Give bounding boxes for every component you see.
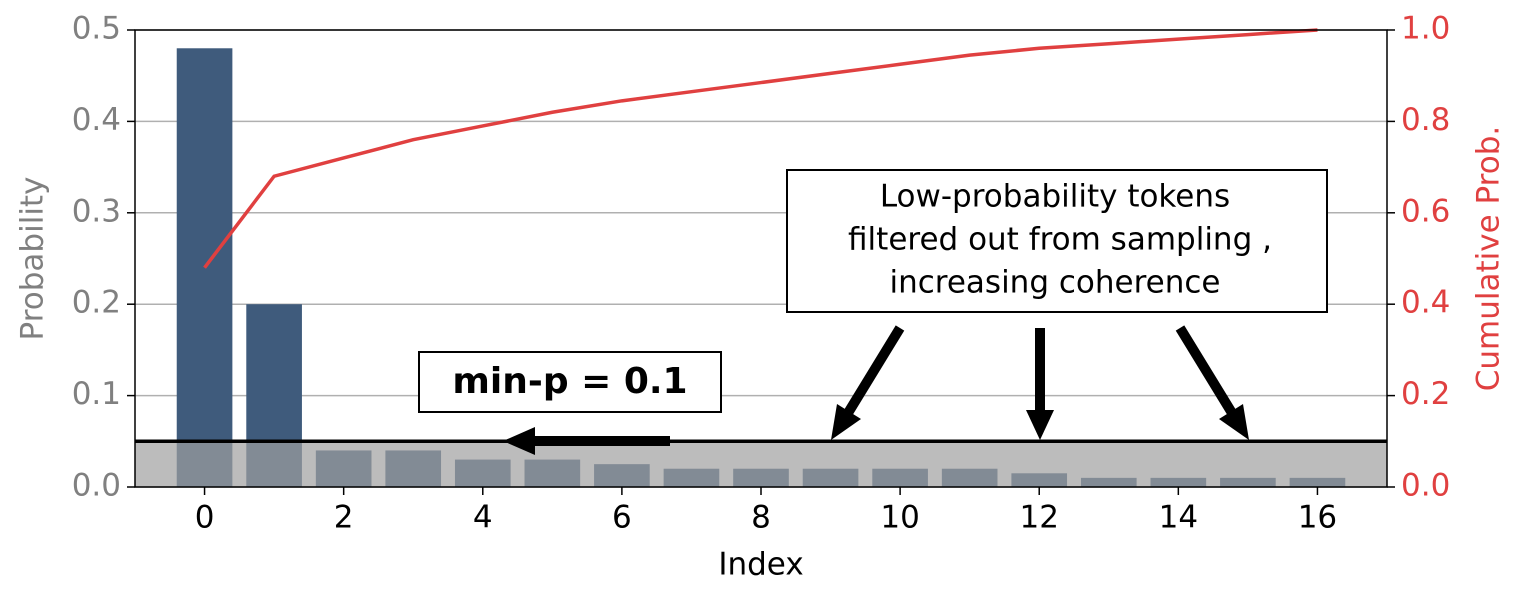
y2-tick-label: 0.0 bbox=[1401, 468, 1450, 504]
arrow bbox=[843, 325, 905, 416]
x-tick-label: 12 bbox=[1019, 500, 1058, 536]
plot-frame bbox=[134, 29, 1388, 488]
x-axis-label: Index bbox=[718, 547, 803, 583]
y2-tick-label: 1.0 bbox=[1401, 11, 1450, 47]
callout-line: Low-probability tokens bbox=[880, 179, 1230, 215]
y-axis-label: Probability bbox=[15, 177, 51, 341]
y-tick-label: 0.3 bbox=[72, 193, 121, 229]
arrow-head bbox=[1219, 404, 1249, 440]
y-tick-label: 0.2 bbox=[72, 285, 121, 321]
arrow-head bbox=[1026, 410, 1054, 440]
y2-tick-label: 0.6 bbox=[1401, 193, 1450, 229]
arrow-head bbox=[503, 427, 535, 455]
x-tick-label: 10 bbox=[880, 500, 919, 536]
plot-layer: 0.0 0.1 0.2 0.3 0.4 0.5 0.0 0.2 0.4 0.6 0.8 1.0 0 2 4 6… bbox=[15, 11, 1507, 583]
x-tick-label: 0 bbox=[195, 500, 215, 536]
x-tick-label: 16 bbox=[1298, 500, 1337, 536]
filtered-region bbox=[135, 441, 1387, 487]
line bbox=[203, 28, 1318, 269]
y-tick-label: 0.1 bbox=[72, 376, 121, 412]
y-tick-label: 0.4 bbox=[72, 102, 121, 138]
callout-line: filtered out from sampling , bbox=[848, 222, 1272, 258]
x-tick-label: 6 bbox=[612, 500, 632, 536]
annotation-layer: min-p = 0.1 Low-probability tokens filte… bbox=[418, 169, 1328, 455]
y-tick-label: 0.0 bbox=[72, 468, 121, 504]
x-tick-label: 8 bbox=[751, 500, 771, 536]
annotation-box bbox=[418, 351, 722, 413]
y2-tick-label: 0.2 bbox=[1401, 376, 1450, 412]
arrow-head bbox=[831, 404, 861, 440]
y2-tick-label: 0.8 bbox=[1401, 102, 1450, 138]
arrow bbox=[1175, 325, 1237, 416]
annotation: min-p = 0.1 bbox=[452, 361, 687, 402]
y2-tick-label: 0.4 bbox=[1401, 285, 1450, 321]
y2-axis-label: Cumulative Prob. bbox=[1471, 126, 1507, 392]
x-tick-label: 4 bbox=[473, 500, 493, 536]
x-tick-label: 2 bbox=[334, 500, 354, 536]
y-tick-label: 0.5 bbox=[72, 11, 121, 47]
callout-line: increasing coherence bbox=[889, 265, 1220, 301]
x-tick-label: 14 bbox=[1159, 500, 1198, 536]
callout-box bbox=[786, 169, 1328, 313]
